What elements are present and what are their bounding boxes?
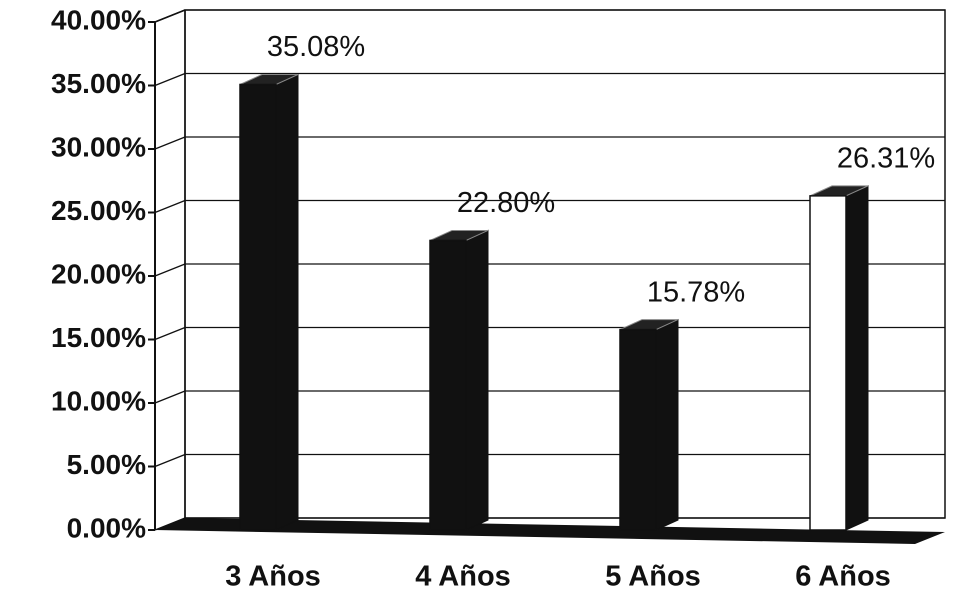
y-tick-label: 15.00% <box>51 322 146 353</box>
bar <box>619 328 657 531</box>
floor <box>155 518 945 544</box>
grid-line <box>154 9 186 23</box>
data-label: 22.80% <box>457 187 555 219</box>
x-tick-label: 3 Años <box>225 561 321 593</box>
y-tick-label: 35.00% <box>51 68 146 99</box>
x-tick-label: 6 Años <box>795 561 891 593</box>
y-tick-label: 40.00% <box>51 4 146 35</box>
y-tick-label: 20.00% <box>51 258 146 289</box>
bar-side <box>465 229 489 531</box>
x-tick-label: 4 Años <box>415 561 511 593</box>
grid-line <box>154 263 186 277</box>
bar-side <box>275 73 299 531</box>
grid-line <box>154 199 186 214</box>
bar <box>809 195 847 531</box>
bar-side <box>655 318 679 531</box>
data-label: 15.78% <box>647 276 745 308</box>
y-tick-label: 25.00% <box>51 195 146 226</box>
x-tick-label: 5 Años <box>605 561 701 593</box>
grid-line <box>154 72 186 87</box>
bar <box>239 83 277 531</box>
grid-line <box>154 326 186 341</box>
grid-line <box>154 136 186 150</box>
data-label: 26.31% <box>837 143 935 175</box>
bar-side <box>845 185 869 531</box>
data-label: 35.08% <box>267 31 365 63</box>
grid-line <box>154 453 186 468</box>
bar <box>429 239 467 531</box>
y-tick-label: 30.00% <box>51 131 146 162</box>
y-tick-label: 0.00% <box>67 512 146 543</box>
grid-line <box>154 390 186 404</box>
y-tick-label: 5.00% <box>67 449 146 480</box>
y-tick-label: 10.00% <box>51 385 146 416</box>
